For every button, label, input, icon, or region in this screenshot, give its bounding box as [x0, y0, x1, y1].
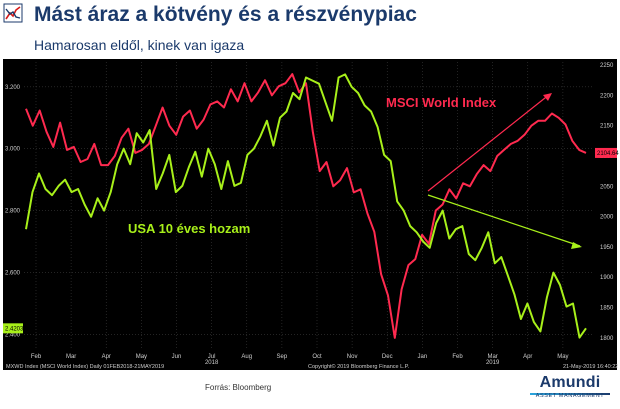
footer-left: MXWD Index (MSCI World Index) Daily 01FE…	[6, 364, 164, 370]
x-tick-label: Sep	[277, 354, 288, 360]
x-tick-label: Feb	[31, 354, 42, 360]
last-value-badge-right	[595, 147, 617, 158]
x-tick-label: Aug	[241, 354, 252, 360]
y-right-tick-label: 2050	[600, 184, 614, 190]
footer-center: Copyright© 2019 Bloomberg Finance L.P.	[308, 363, 410, 370]
y-left-tick-label: 2.400	[5, 333, 21, 339]
x-tick-label: Apr	[523, 354, 532, 360]
x-tick-label: Jan	[418, 354, 428, 360]
brand-name: Amundi	[539, 374, 601, 391]
chart-lines	[25, 73, 587, 339]
y-left-tick-label: 2.800	[5, 209, 21, 215]
x-year-label: 2019	[486, 360, 500, 366]
x-tick-label: Feb	[452, 354, 463, 360]
chart-grid	[24, 62, 594, 350]
last-value-left: 2.4203	[5, 326, 24, 332]
msci-label: MSCI World Index	[386, 95, 497, 110]
y-right-tick-label: 1800	[600, 336, 614, 342]
x-tick-label: Apr	[102, 354, 111, 360]
x-tick-label: Mar	[487, 354, 497, 360]
x-tick-label: Jun	[172, 354, 182, 360]
x-year-label: 2018	[205, 360, 219, 366]
yield-trend-arrowhead	[571, 242, 582, 249]
x-tick-label: Mar	[66, 354, 76, 360]
x-tick-label: Oct	[312, 354, 322, 360]
page-subtitle: Hamarosan eldől, kinek van igaza	[34, 37, 245, 53]
y-right-tick-label: 1950	[600, 245, 614, 251]
chart-footer: MXWD Index (MSCI World Index) Daily 01FE…	[6, 363, 618, 370]
page-title: Mást áraz a kötvény és a részvénypiac	[34, 3, 417, 26]
y-right-tick-label: 2000	[600, 215, 614, 221]
series-line	[25, 73, 587, 339]
y-right-tick-label: 1900	[600, 275, 614, 281]
chart-ticks: Feb Mar Apr May Jun Jul Aug Sep Oct Nov Dec Jan Feb M…	[3, 63, 619, 366]
brand-tagline: ASSET MANAGEMENT	[535, 393, 605, 399]
msci-trend-arrow	[427, 93, 551, 192]
y-left-tick-label: 3.200	[5, 85, 21, 91]
last-value-right: 2104.64	[597, 151, 619, 157]
yield-trend-arrow	[427, 194, 581, 247]
x-tick-label: Jul	[208, 354, 216, 360]
footer-right: 21-May-2019 16:40:22	[563, 364, 618, 370]
y-right-tick-label: 2250	[600, 63, 614, 69]
yield-label: USA 10 éves hozam	[128, 221, 250, 236]
y-right-tick-label: 2200	[600, 93, 614, 99]
x-tick-label: May	[557, 354, 568, 360]
x-tick-label: May	[136, 354, 147, 360]
x-tick-label: Nov	[347, 354, 358, 360]
brand-underline	[530, 393, 610, 395]
x-tick-label: Dec	[382, 354, 393, 360]
source-note: Forrás: Bloomberg	[205, 383, 272, 392]
chart-annotations: MSCI World Index USA 10 éves hozam	[128, 93, 582, 249]
series-line	[25, 73, 587, 339]
msci-trend-arrowhead	[543, 93, 552, 101]
bloomberg-logo-icon	[3, 3, 23, 23]
y-left-tick-label: 3.000	[5, 147, 21, 153]
chart-area: Feb Mar Apr May Jun Jul Aug Sep Oct Nov Dec Jan Feb M…	[0, 58, 620, 376]
y-right-tick-label: 2150	[600, 124, 614, 130]
y-right-tick-label: 1850	[600, 306, 614, 312]
amundi-logo: Amundi ASSET MANAGEMENT	[524, 374, 616, 399]
last-value-badge-left	[3, 323, 23, 334]
y-left-tick-label: 2.600	[5, 271, 21, 277]
